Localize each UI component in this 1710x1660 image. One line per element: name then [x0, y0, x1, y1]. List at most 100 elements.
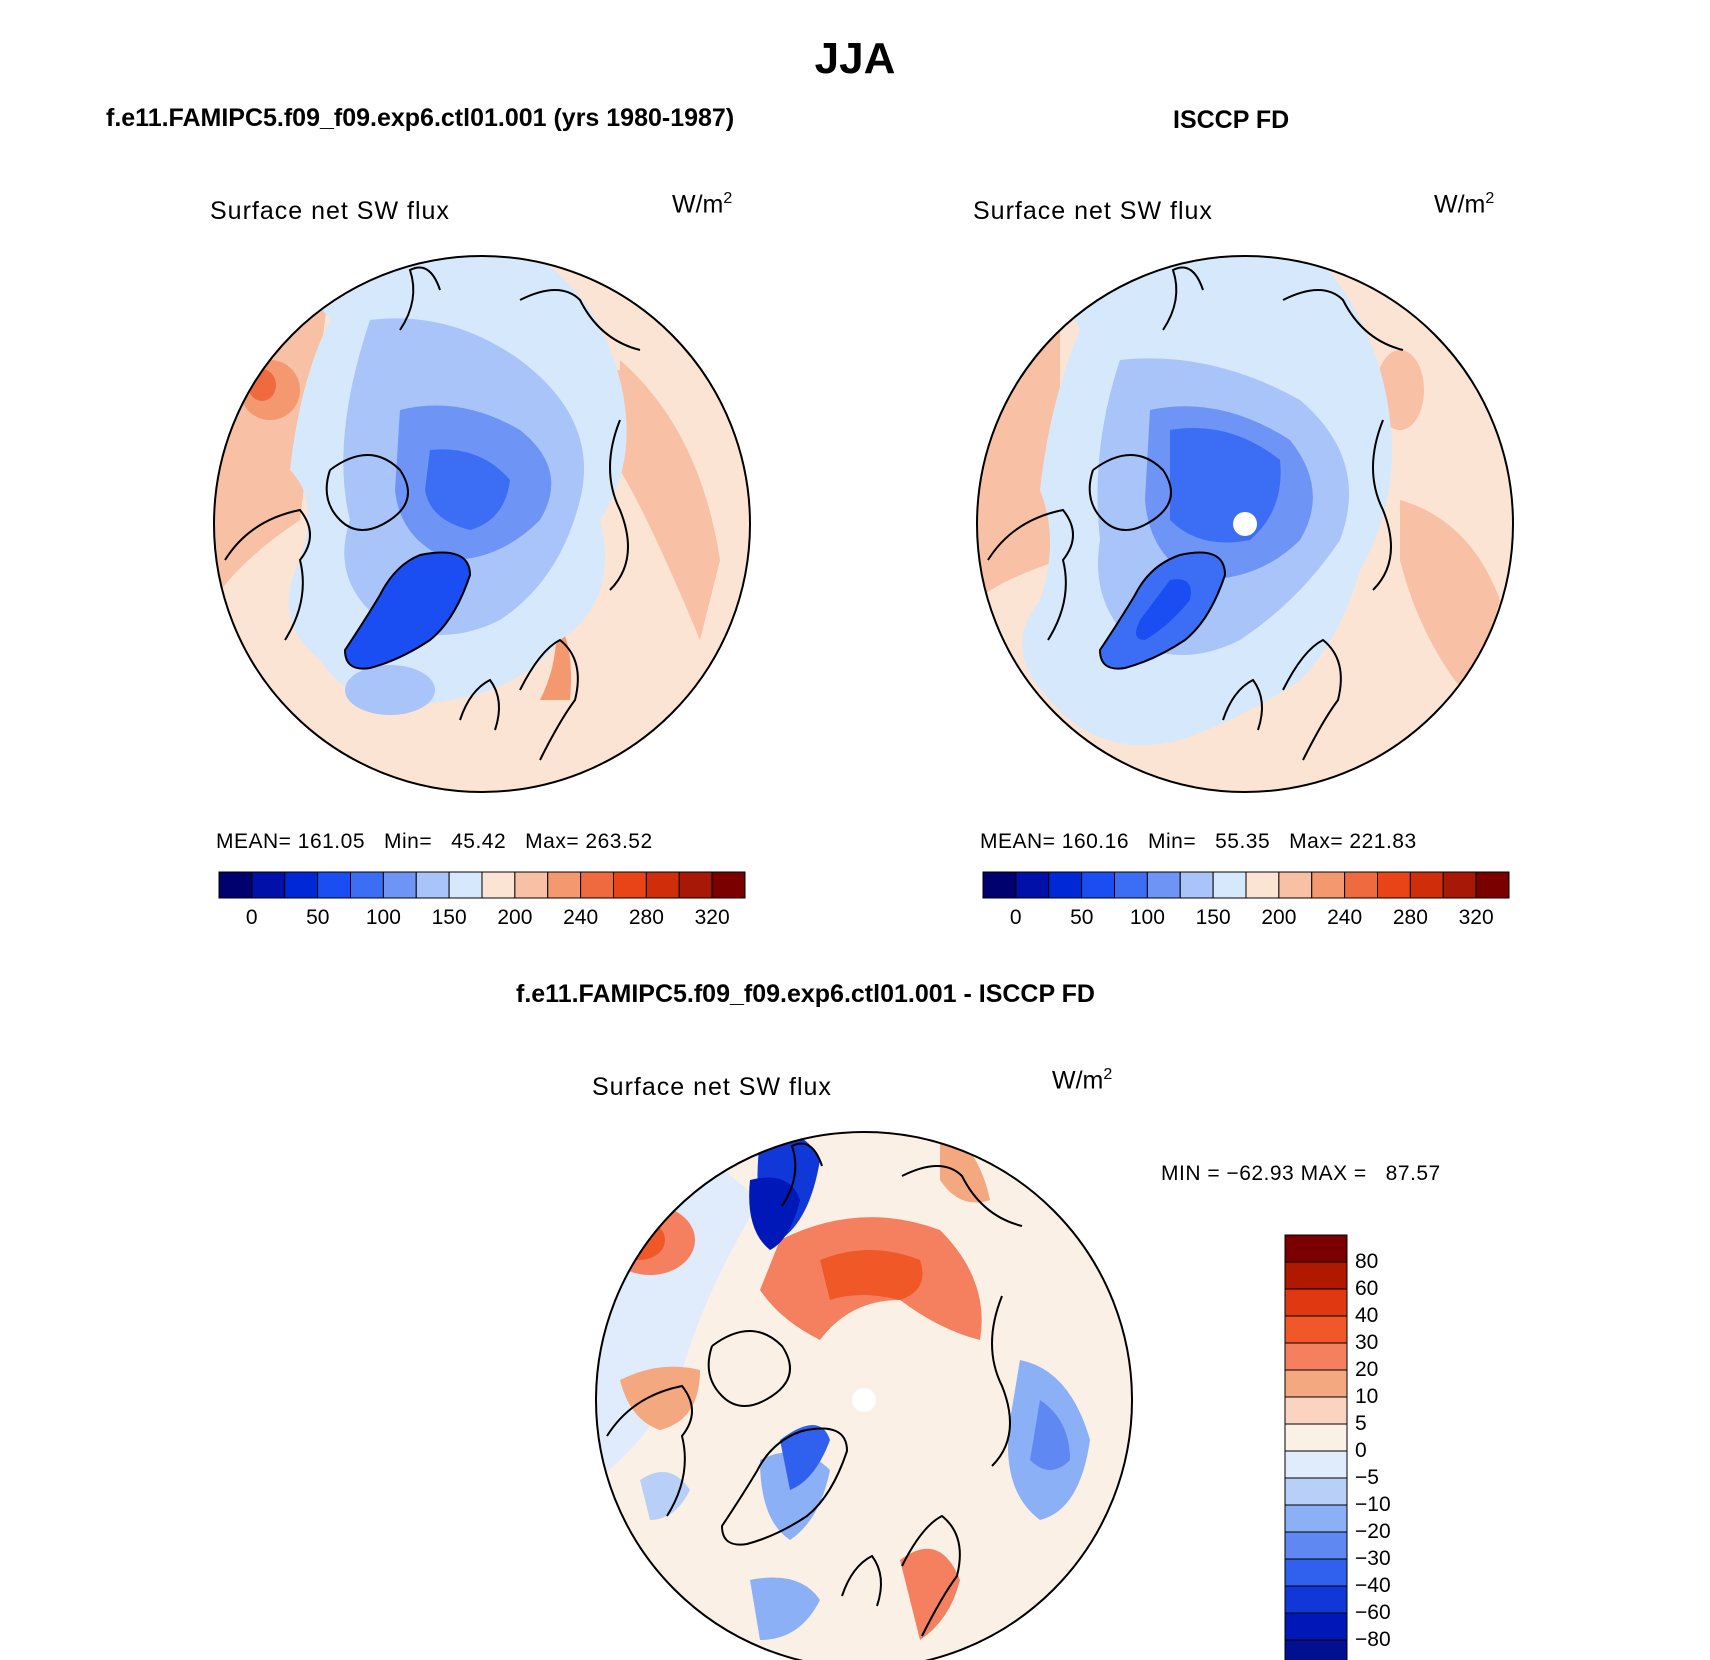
model-colorbar-tick-label: 240: [563, 906, 599, 929]
obs-colorbar-tick-label: 200: [1261, 906, 1297, 929]
diff-map-border: [595, 1131, 1133, 1660]
diff-colorbar-box: [1284, 1531, 1348, 1560]
obs-colorbar-box: [1081, 871, 1115, 899]
obs-colorbar-box: [1179, 871, 1214, 899]
obs-colorbar-tick-label: 280: [1392, 906, 1428, 929]
model-colorbar-box: [284, 871, 319, 899]
diff-colorbar-tick-label: 80: [1355, 1250, 1379, 1273]
obs-colorbar-box: [1114, 871, 1148, 899]
obs-colorbar-tick-label: 150: [1195, 906, 1231, 929]
model-plot-title: Surface net SW flux: [210, 197, 450, 225]
model-colorbar-box: [350, 871, 384, 899]
diff-plot-title: Surface net SW flux: [592, 1073, 832, 1101]
model-colorbar-box: [415, 871, 450, 899]
obs-colorbar-box: [1048, 871, 1083, 899]
obs-units: W/m2: [1434, 190, 1495, 219]
obs-colorbar-box: [1311, 871, 1346, 899]
model-colorbar-box: [711, 871, 746, 899]
diff-colorbar-box: [1284, 1369, 1348, 1398]
model-colorbar-box: [678, 871, 713, 899]
diff-colorbar-box: [1284, 1315, 1348, 1344]
obs-colorbar-box: [1212, 871, 1247, 899]
model-polar-map: [214, 256, 750, 792]
diff-colorbar-box: [1284, 1261, 1348, 1290]
obs-colorbar-box: [982, 871, 1017, 899]
diff-stats: MIN = −62.93 MAX = 87.57: [1161, 1162, 1441, 1185]
diff-colorbar-tick-label: 30: [1355, 1331, 1379, 1354]
obs-colorbar-tick-label: 100: [1129, 906, 1165, 929]
diff-colorbar-box: [1284, 1639, 1348, 1660]
model-colorbar-box: [317, 871, 351, 899]
model-colorbar: [218, 871, 746, 899]
obs-pole-missing: [1233, 512, 1257, 536]
model-colorbar-tick-label: 0: [245, 906, 258, 929]
obs-colorbar-box: [1146, 871, 1181, 899]
diff-colorbar-box: [1284, 1477, 1348, 1506]
diff-colorbar-box: [1284, 1423, 1348, 1452]
obs-colorbar-box: [1442, 871, 1477, 899]
model-units: W/m2: [672, 190, 733, 219]
model-colorbar-box: [382, 871, 417, 899]
model-case-title: f.e11.FAMIPC5.f09_f09.exp6.ctl01.001 (yr…: [106, 104, 735, 132]
obs-colorbar-box: [1409, 871, 1444, 899]
model-colorbar-tick-label: 100: [365, 906, 401, 929]
diff-colorbar-box: [1284, 1396, 1348, 1425]
model-colorbar-tick-label: 200: [497, 906, 533, 929]
obs-colorbar-tick-label: 240: [1327, 906, 1363, 929]
model-colorbar-box: [448, 871, 483, 899]
diff-colorbar-tick-label: 10: [1355, 1385, 1379, 1408]
obs-case-title: ISCCP FD: [1173, 106, 1290, 134]
diff-colorbar-box: [1284, 1342, 1348, 1371]
obs-colorbar-tick-label: 50: [1070, 906, 1094, 929]
obs-stats: MEAN= 160.16 Min= 55.35 Max= 221.83: [980, 830, 1417, 853]
model-colorbar-box: [580, 871, 614, 899]
obs-colorbar-box: [1015, 871, 1050, 899]
diff-colorbar-box: [1284, 1612, 1348, 1641]
diff-colorbar-box: [1284, 1450, 1348, 1479]
obs-colorbar: [982, 871, 1510, 899]
diff-colorbar-tick-label: 60: [1355, 1277, 1379, 1300]
model-colorbar-box: [218, 871, 253, 899]
model-map-border: [213, 255, 751, 793]
diff-colorbar-tick-label: −60: [1355, 1601, 1391, 1624]
diff-colorbar-tick-label: 5: [1355, 1412, 1367, 1435]
diff-colorbar-tick-label: −40: [1355, 1574, 1391, 1597]
diff-colorbar-tick-label: −5: [1355, 1466, 1379, 1489]
obs-colorbar-box: [1475, 871, 1510, 899]
obs-colorbar-box: [1344, 871, 1378, 899]
diff-colorbar-tick-label: 20: [1355, 1358, 1379, 1381]
model-colorbar-box: [481, 871, 516, 899]
obs-colorbar-tick-label: 0: [1009, 906, 1022, 929]
model-colorbar-tick-label: 280: [628, 906, 664, 929]
obs-colorbar-tick-label: 320: [1458, 906, 1494, 929]
model-colorbar-box: [613, 871, 647, 899]
obs-colorbar-box: [1377, 871, 1411, 899]
diff-colorbar: [1284, 1234, 1348, 1660]
model-stats: MEAN= 161.05 Min= 45.42 Max= 263.52: [216, 830, 653, 853]
model-colorbar-tick-label: 320: [694, 906, 730, 929]
diff-colorbar-tick-label: −80: [1355, 1628, 1391, 1651]
obs-colorbar-box: [1245, 871, 1280, 899]
model-colorbar-box: [547, 871, 582, 899]
diff-case-title: f.e11.FAMIPC5.f09_f09.exp6.ctl01.001 - I…: [516, 980, 1095, 1008]
model-coastlines: [224, 266, 641, 761]
diff-colorbar-box: [1284, 1504, 1348, 1533]
obs-coastlines: [987, 266, 1404, 761]
obs-map-border: [976, 255, 1514, 793]
diff-colorbar-tick-label: −20: [1355, 1520, 1391, 1543]
diff-colorbar-tick-label: 0: [1355, 1439, 1367, 1462]
diff-colorbar-box: [1284, 1585, 1348, 1614]
obs-colorbar-box: [1278, 871, 1313, 899]
model-colorbar-box: [514, 871, 549, 899]
model-colorbar-box: [251, 871, 286, 899]
diff-colorbar-tick-label: 40: [1355, 1304, 1379, 1327]
diff-colorbar-box: [1284, 1234, 1348, 1263]
model-colorbar-tick-label: 50: [306, 906, 330, 929]
diff-colorbar-box: [1284, 1288, 1348, 1317]
figure-title: JJA: [814, 34, 896, 83]
model-colorbar-box: [645, 871, 680, 899]
diff-units: W/m2: [1052, 1066, 1113, 1095]
model-colorbar-tick-label: 150: [431, 906, 467, 929]
obs-plot-title: Surface net SW flux: [973, 197, 1213, 225]
